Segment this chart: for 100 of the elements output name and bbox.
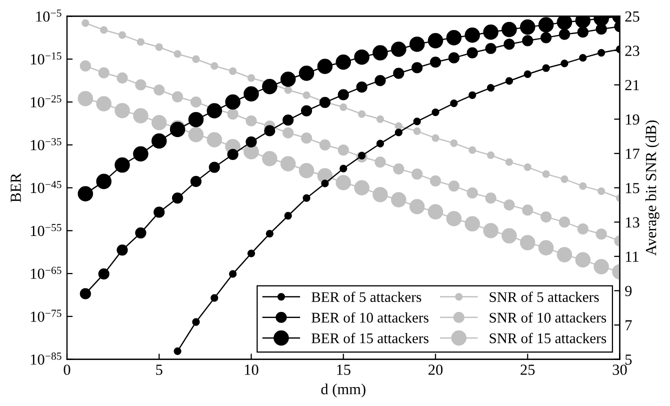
point <box>174 347 182 355</box>
y-tick-label: 10$^{−25}$ <box>30 95 62 108</box>
point <box>321 180 329 188</box>
x-axis-title: d (mm) <box>321 384 366 398</box>
y2-tick-label: 7 <box>626 320 632 330</box>
point <box>409 36 425 52</box>
y-tick-label: 10$^{−85}$ <box>30 352 62 365</box>
point <box>448 52 460 64</box>
legend-label: BER of 10 attackers <box>312 312 428 323</box>
point <box>598 48 606 57</box>
point <box>190 176 202 187</box>
point <box>356 82 368 93</box>
y2-tick-label: 5 <box>626 354 632 365</box>
y2-tick-label: 9 <box>625 286 632 296</box>
point <box>210 294 218 302</box>
point <box>266 230 274 238</box>
point <box>430 56 442 68</box>
x-tick-label: 15 <box>337 364 350 375</box>
point <box>151 133 167 149</box>
y2-tick-label: 13 <box>626 217 640 228</box>
y-tick-label: 10$^{−35}$ <box>30 138 62 150</box>
point <box>556 16 572 30</box>
x-tick-label: 10 <box>244 364 258 375</box>
point <box>302 194 310 202</box>
point <box>560 60 568 68</box>
point <box>464 27 480 43</box>
point <box>393 68 404 79</box>
point <box>80 288 91 300</box>
y-tick-label: 10$^{−5}$ <box>36 10 62 22</box>
point <box>264 125 276 136</box>
point <box>413 118 421 126</box>
point <box>317 58 333 74</box>
y-axis-title: BER <box>10 172 21 202</box>
point <box>229 270 237 278</box>
x-tick-label: 0 <box>64 364 70 375</box>
point <box>374 75 386 86</box>
y-tick-label: 10$^{−65}$ <box>30 266 62 279</box>
point <box>558 28 570 40</box>
y2-axis-title: Average bit SNR (dB) <box>645 120 660 256</box>
point <box>485 42 496 54</box>
x-tick-label: 20 <box>428 364 443 375</box>
point <box>428 33 444 48</box>
point <box>486 84 495 92</box>
point <box>282 114 294 126</box>
point <box>542 64 550 72</box>
point <box>262 78 278 94</box>
point <box>225 94 240 110</box>
y2-tick-label: 17 <box>626 148 640 159</box>
point <box>412 62 423 74</box>
point <box>78 186 94 202</box>
point <box>540 32 552 44</box>
point <box>246 136 257 148</box>
point <box>300 105 312 116</box>
y-tick-label: 10$^{−75}$ <box>30 310 62 322</box>
point <box>432 108 440 116</box>
point <box>244 86 259 102</box>
point <box>154 206 165 218</box>
point <box>206 103 222 118</box>
point <box>284 212 292 220</box>
point <box>372 45 388 60</box>
point <box>483 24 498 40</box>
point <box>502 22 517 38</box>
y2-tick-label: 19 <box>626 114 640 125</box>
y2-tick-label: 25 <box>625 11 640 22</box>
point <box>338 89 349 100</box>
point <box>114 157 130 173</box>
point <box>505 77 514 85</box>
point <box>340 164 348 172</box>
point <box>450 99 458 108</box>
point <box>116 244 128 256</box>
legend-label: SNR of 15 attackers <box>490 332 606 344</box>
point <box>133 146 148 162</box>
point <box>524 70 532 78</box>
x-tick-label: 5 <box>156 364 162 375</box>
point <box>394 128 402 136</box>
y-tick-label: 10$^{−45}$ <box>30 181 62 194</box>
point <box>446 30 462 46</box>
y2-tick-label: 11 <box>626 252 638 262</box>
point <box>577 26 588 38</box>
x-tick-label: 25 <box>520 364 535 375</box>
point <box>354 49 370 65</box>
y2-tick-label: 23 <box>625 46 640 56</box>
point <box>98 268 110 280</box>
point <box>280 72 296 87</box>
legend-label: SNR of 10 attackers <box>490 312 606 323</box>
point <box>358 152 366 160</box>
point <box>336 54 352 70</box>
y-tick-label: 10$^{−15}$ <box>30 52 62 64</box>
x-tick-label: 30 <box>612 364 627 375</box>
point <box>504 38 515 50</box>
legend-label: BER of 5 attackers <box>312 292 422 302</box>
point <box>208 162 220 173</box>
point <box>188 112 204 128</box>
point <box>538 17 554 32</box>
point <box>192 318 200 326</box>
point <box>298 66 314 81</box>
point <box>391 42 406 57</box>
point <box>468 91 476 99</box>
point <box>172 192 184 204</box>
y-tick-label: 10$^{−55}$ <box>30 224 62 236</box>
